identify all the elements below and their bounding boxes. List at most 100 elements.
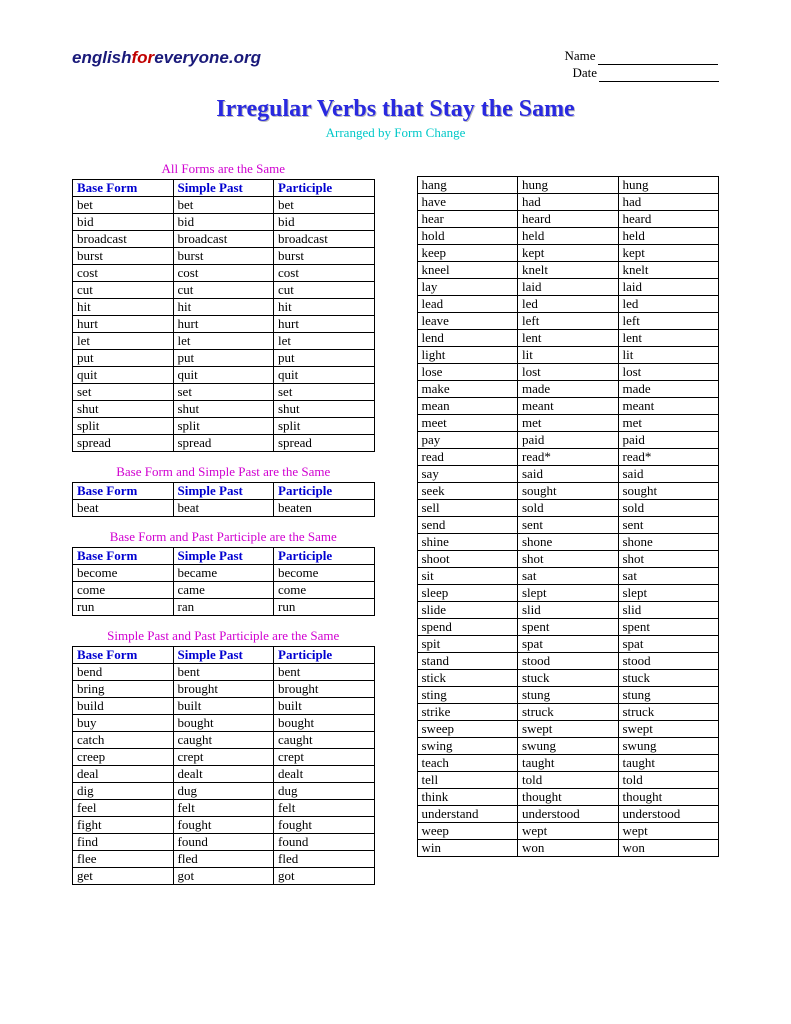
table-cell: swung <box>618 737 719 754</box>
table-cell: broadcast <box>274 230 375 247</box>
table-cell: felt <box>274 799 375 816</box>
table-row: swingswungswung <box>417 737 719 754</box>
table-cell: swept <box>518 720 619 737</box>
table-cell: lost <box>518 363 619 380</box>
table-cell: send <box>417 516 518 533</box>
column-header: Participle <box>274 547 375 564</box>
table-cell: seek <box>417 482 518 499</box>
table-cell: got <box>274 867 375 884</box>
table-cell: stung <box>618 686 719 703</box>
table-cell: put <box>73 349 174 366</box>
table-cell: crept <box>274 748 375 765</box>
table-row: betbetbet <box>73 196 375 213</box>
table-cell: hung <box>518 176 619 193</box>
table-cell: bid <box>274 213 375 230</box>
column-header: Simple Past <box>173 482 274 499</box>
table-cell: hold <box>417 227 518 244</box>
table-cell: split <box>274 417 375 434</box>
table-row: sleepsleptslept <box>417 584 719 601</box>
table-cell: won <box>518 839 619 856</box>
section-caption: Simple Past and Past Participle are the … <box>72 628 375 644</box>
table-cell: stuck <box>518 669 619 686</box>
table-row: fightfoughtfought <box>73 816 375 833</box>
table-cell: kept <box>618 244 719 261</box>
table-row: bendbentbent <box>73 663 375 680</box>
table-cell: found <box>173 833 274 850</box>
table-cell: left <box>618 312 719 329</box>
table-row: splitsplitsplit <box>73 417 375 434</box>
table-cell: spent <box>518 618 619 635</box>
table-cell: meant <box>518 397 619 414</box>
table-cell: bent <box>274 663 375 680</box>
table-cell: beaten <box>274 499 375 516</box>
table-row: keepkeptkept <box>417 244 719 261</box>
table-row: makemademade <box>417 380 719 397</box>
table-row: paypaidpaid <box>417 431 719 448</box>
table-cell: set <box>173 383 274 400</box>
table-cell: swept <box>618 720 719 737</box>
table-row: sitsatsat <box>417 567 719 584</box>
table-cell: burst <box>173 247 274 264</box>
table-row: burstburstburst <box>73 247 375 264</box>
table-cell: cost <box>173 264 274 281</box>
table-row: stingstungstung <box>417 686 719 703</box>
table-row: seeksoughtsought <box>417 482 719 499</box>
table-cell: build <box>73 697 174 714</box>
table-cell: cost <box>73 264 174 281</box>
table-cell: lend <box>417 329 518 346</box>
table-cell: run <box>274 598 375 615</box>
table-cell: sent <box>518 516 619 533</box>
table-cell: burst <box>274 247 375 264</box>
table-cell: lit <box>518 346 619 363</box>
table-cell: spit <box>417 635 518 652</box>
table-cell: win <box>417 839 518 856</box>
table-row: buyboughtbought <box>73 714 375 731</box>
table-cell: bent <box>173 663 274 680</box>
logo-part-2: for <box>132 48 155 67</box>
table-cell: cut <box>73 281 174 298</box>
table-cell: strike <box>417 703 518 720</box>
table-cell: bid <box>173 213 274 230</box>
table-cell: told <box>618 771 719 788</box>
table-cell: sought <box>618 482 719 499</box>
table-cell: sold <box>518 499 619 516</box>
verb-table: Base FormSimple PastParticiplebendbentbe… <box>72 646 375 885</box>
table-cell: leave <box>417 312 518 329</box>
table-cell: crept <box>173 748 274 765</box>
logo-part-3: everyone.org <box>154 48 261 67</box>
table-cell: sell <box>417 499 518 516</box>
left-column: All Forms are the Same Base FormSimple Pa… <box>72 161 375 885</box>
table-row: telltoldtold <box>417 771 719 788</box>
table-row: sweepsweptswept <box>417 720 719 737</box>
table-cell: fought <box>173 816 274 833</box>
table-header-row: Base FormSimple PastParticiple <box>73 179 375 196</box>
table-cell: ran <box>173 598 274 615</box>
table-row: sendsentsent <box>417 516 719 533</box>
table-cell: read* <box>618 448 719 465</box>
table-row: winwonwon <box>417 839 719 856</box>
table-cell: shone <box>518 533 619 550</box>
table-cell: hang <box>417 176 518 193</box>
table-cell: fled <box>173 850 274 867</box>
table-cell: mean <box>417 397 518 414</box>
table-cell: weep <box>417 822 518 839</box>
table-row: meetmetmet <box>417 414 719 431</box>
table-cell: thought <box>618 788 719 805</box>
table-cell: cut <box>274 281 375 298</box>
table-row: holdheldheld <box>417 227 719 244</box>
column-header: Participle <box>274 646 375 663</box>
table-row: costcostcost <box>73 264 375 281</box>
table-cell: shot <box>518 550 619 567</box>
table-cell: caught <box>173 731 274 748</box>
table-row: comecamecome <box>73 581 375 598</box>
table-row: fleefledfled <box>73 850 375 867</box>
table-row: weepweptwept <box>417 822 719 839</box>
table-cell: fought <box>274 816 375 833</box>
table-cell: let <box>274 332 375 349</box>
table-cell: felt <box>173 799 274 816</box>
table-cell: sweep <box>417 720 518 737</box>
table-cell: wept <box>618 822 719 839</box>
name-label: Name <box>564 48 595 63</box>
table-cell: shut <box>73 400 174 417</box>
section-caption: All Forms are the Same <box>72 161 375 177</box>
